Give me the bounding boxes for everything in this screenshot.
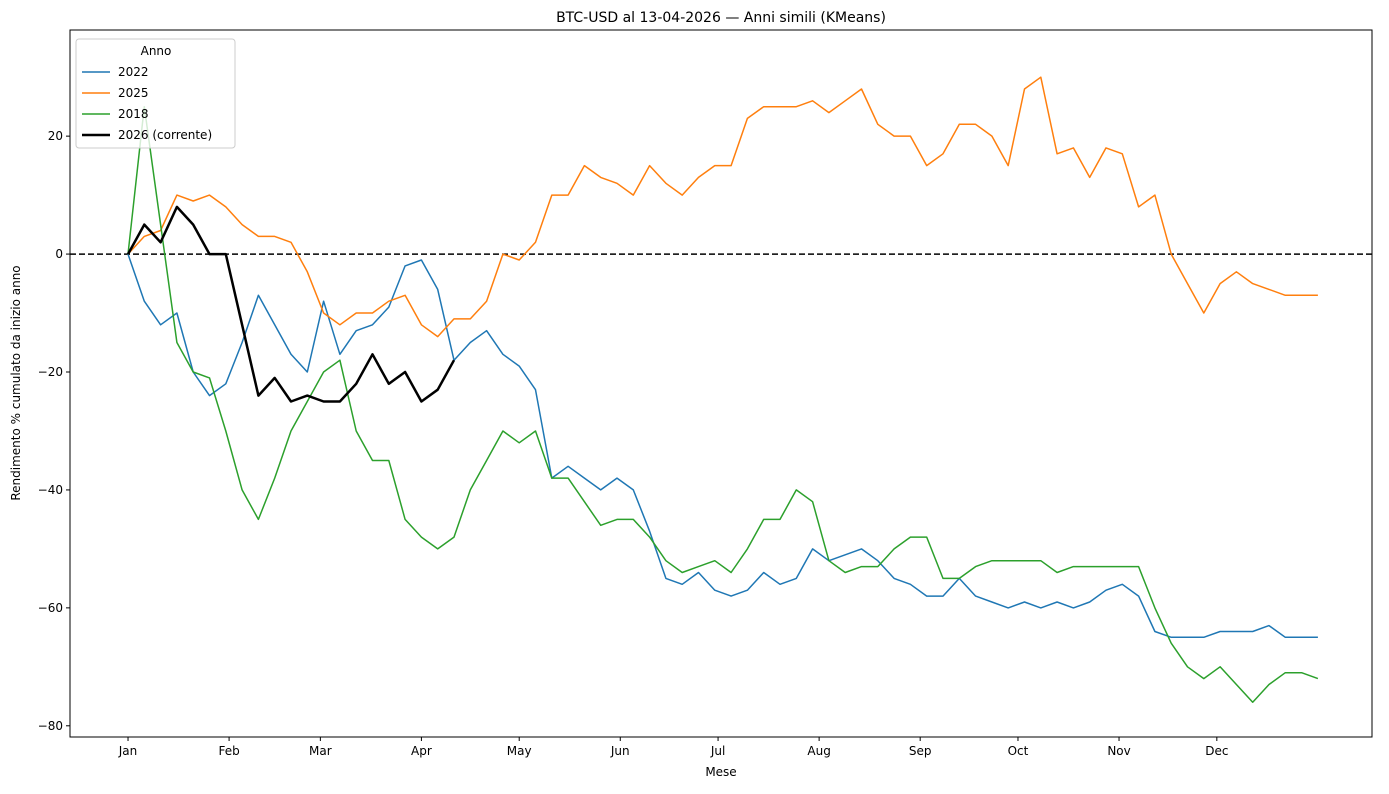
y-axis-label: Rendimento % cumulato da inizio anno (9, 265, 23, 500)
x-tick-label: Jul (710, 744, 725, 758)
legend-label: 2018 (118, 107, 149, 121)
y-tick-label: 0 (55, 247, 63, 261)
legend-title: Anno (141, 44, 172, 58)
y-tick-label: 20 (48, 129, 63, 143)
x-tick-label: Aug (807, 744, 830, 758)
series-line (127, 76, 1318, 338)
x-tick-label: Dec (1205, 744, 1228, 758)
plot-frame (69, 29, 1373, 738)
x-tick-label: May (507, 744, 532, 758)
x-tick-label: Jan (118, 744, 138, 758)
x-tick-label: Apr (411, 744, 432, 758)
y-tick-label: −60 (38, 601, 63, 615)
x-axis-label: Mese (705, 765, 736, 779)
x-tick-label: Sep (909, 744, 932, 758)
x-tick-label: Nov (1107, 744, 1130, 758)
legend-label: 2026 (corrente) (118, 128, 212, 142)
x-tick-label: Oct (1008, 744, 1029, 758)
x-tick-label: Feb (218, 744, 239, 758)
chart-title: BTC-USD al 13-04-2026 — Anni simili (KMe… (556, 10, 886, 26)
series-line (127, 105, 1319, 703)
legend-label: 2022 (118, 65, 149, 79)
x-tick-label: Jun (610, 744, 630, 758)
series-line (126, 205, 456, 403)
legend-label: 2025 (118, 86, 149, 100)
y-tick-label: −20 (38, 365, 63, 379)
x-tick-label: Mar (309, 744, 332, 758)
y-tick-label: −40 (38, 483, 63, 497)
legend-box (75, 38, 236, 149)
y-tick-label: −80 (38, 719, 63, 733)
series-line (127, 253, 1318, 639)
